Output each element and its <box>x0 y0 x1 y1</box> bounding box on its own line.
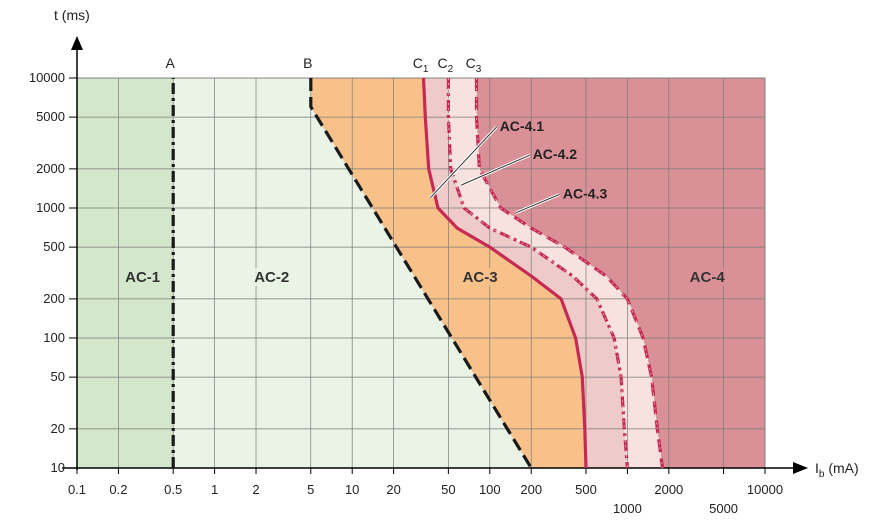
y-tick-label: 100 <box>43 330 65 345</box>
curve-label-main: C <box>413 55 423 71</box>
zones-layer <box>77 78 765 468</box>
x-tick-label: 10000 <box>747 482 783 497</box>
x-tick-label: 20 <box>386 482 400 497</box>
x-axis-title: Ib (mA) <box>815 460 859 480</box>
x-tick-label: 10 <box>345 482 359 497</box>
y-tick-label: 50 <box>51 369 65 384</box>
curve-label-sub: 2 <box>448 64 454 75</box>
y-tick-label: 2000 <box>36 161 65 176</box>
x-tick-label: 100 <box>479 482 501 497</box>
x-tick-label: 50 <box>441 482 455 497</box>
x-axis-title-unit: (mA) <box>824 460 858 476</box>
x-tick-label: 1 <box>211 482 218 497</box>
curve-label-c2: C2 <box>438 55 454 75</box>
curve-label-a: A <box>166 55 176 71</box>
curve-label-main: C <box>466 55 476 71</box>
zone-label-ac-1: AC-1 <box>125 269 160 286</box>
x-tick-label: 200 <box>520 482 542 497</box>
zone-label-ac-3: AC-3 <box>463 269 498 286</box>
x-axis-arrow <box>793 462 808 474</box>
x-tick-label: 0.1 <box>68 482 86 497</box>
y-tick-label: 1000 <box>36 200 65 215</box>
zone-label-ac-4: AC-4 <box>690 269 726 286</box>
x-tick-label: 1000 <box>613 501 642 516</box>
x-tick-label: 500 <box>575 482 597 497</box>
annotation-label: AC-4.2 <box>533 146 578 162</box>
y-tick-label: 5000 <box>36 109 65 124</box>
curve-label-sub: 3 <box>476 64 482 75</box>
curve-label-c1: C1 <box>413 55 429 75</box>
x-tick-label: 5000 <box>709 501 738 516</box>
y-axis-arrow <box>71 36 83 50</box>
y-tick-label: 200 <box>43 291 65 306</box>
curve-label-main: B <box>303 55 312 71</box>
y-axis-title: t (ms) <box>54 7 90 23</box>
x-tick-label: 2000 <box>654 482 683 497</box>
annotation-label: AC-4.1 <box>500 118 545 134</box>
x-tick-label: 2 <box>252 482 259 497</box>
curve-label-main: C <box>438 55 448 71</box>
curve-label-b: B <box>303 55 312 71</box>
x-tick-label: 0.2 <box>109 482 127 497</box>
x-tick-label: 5 <box>307 482 314 497</box>
y-tick-label: 20 <box>51 421 65 436</box>
y-tick-label: 10 <box>51 460 65 475</box>
annotation-label: AC-4.3 <box>563 186 608 202</box>
zone-label-ac-2: AC-2 <box>254 269 289 286</box>
curve-label-sub: 1 <box>423 64 429 75</box>
y-tick-label: 500 <box>43 239 65 254</box>
curve-label-main: A <box>166 55 176 71</box>
curve-label-c3: C3 <box>466 55 482 75</box>
y-tick-label: 10000 <box>29 70 65 85</box>
chart: t (ms) Ib (mA) 0.1 0.2 0.5 1 2 5 10 20 50 100 200 5… <box>0 0 875 530</box>
x-tick-label: 0.5 <box>164 482 182 497</box>
